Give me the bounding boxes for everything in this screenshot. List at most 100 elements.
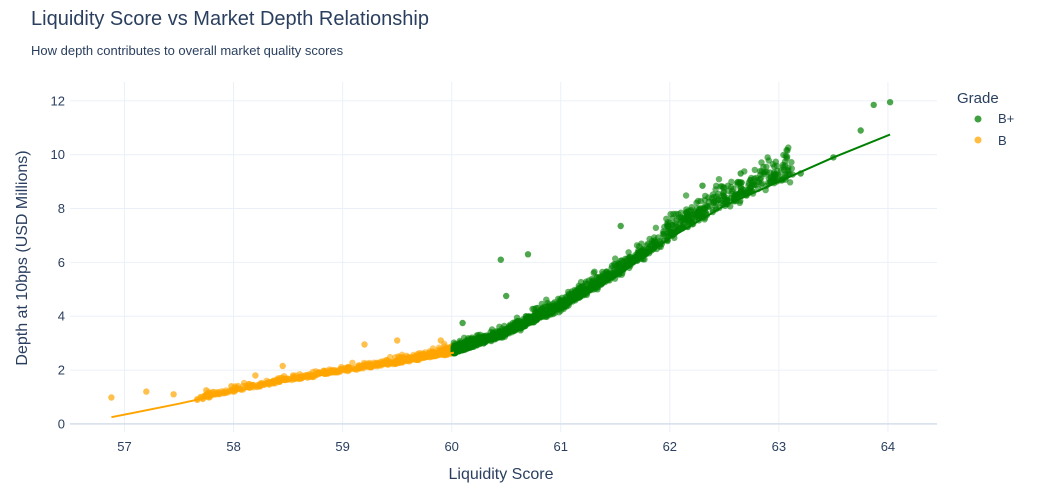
data-point	[468, 334, 476, 341]
tick-labels: 57 58 59 60 61 62 63 64 0 2 4 6 8 10 12	[51, 93, 896, 454]
data-point	[728, 178, 735, 185]
data-point	[453, 342, 460, 349]
data-point	[702, 192, 709, 200]
data-point	[580, 287, 588, 294]
data-point	[394, 337, 401, 344]
data-point	[774, 167, 781, 175]
data-point	[278, 374, 286, 381]
data-point	[767, 174, 775, 181]
data-point	[764, 179, 772, 187]
legend: Grade B+ B	[957, 90, 1014, 148]
data-point	[788, 159, 795, 166]
data-point	[686, 217, 693, 225]
data-point	[524, 251, 532, 258]
data-point	[437, 337, 444, 344]
x-tick-label: 62	[663, 439, 677, 454]
y-tick-label: 6	[58, 255, 65, 270]
data-point	[857, 127, 864, 134]
data-point	[143, 388, 150, 395]
chart-title: Liquidity Score vs Market Depth Relation…	[31, 8, 429, 30]
data-point	[560, 298, 567, 305]
legend-item-b[interactable]: B	[974, 133, 1007, 148]
data-point	[270, 377, 278, 384]
data-point	[410, 351, 417, 359]
data-point	[543, 296, 550, 303]
y-tick-label: 12	[51, 93, 65, 108]
data-point	[601, 275, 608, 282]
x-tick-label: 64	[881, 439, 895, 454]
grid-lines	[70, 82, 937, 432]
data-point	[349, 359, 356, 366]
data-point	[764, 154, 771, 161]
data-point	[612, 255, 619, 262]
data-point	[727, 194, 735, 202]
data-point	[625, 249, 632, 256]
data-point	[710, 199, 718, 207]
data-point	[635, 243, 643, 250]
data-point	[786, 179, 794, 186]
data-point	[626, 254, 633, 261]
data-point	[680, 221, 687, 228]
data-point	[751, 166, 758, 174]
legend-label-b-plus: B+	[998, 111, 1014, 126]
data-point	[366, 359, 373, 367]
data-point	[279, 362, 286, 370]
x-tick-label: 63	[772, 439, 786, 454]
data-point	[705, 198, 713, 205]
data-point	[669, 221, 676, 229]
x-axis-title: Liquidity Score	[449, 466, 554, 483]
data-points	[108, 99, 894, 404]
data-point	[693, 199, 700, 206]
data-point	[541, 303, 548, 310]
data-point	[252, 372, 259, 379]
x-tick-label: 59	[335, 439, 349, 454]
data-point	[633, 253, 640, 260]
y-tick-label: 4	[58, 309, 65, 324]
data-point	[682, 192, 690, 199]
data-point	[170, 391, 177, 398]
trend-line-b	[111, 351, 455, 419]
data-point	[781, 171, 789, 178]
data-point	[659, 230, 667, 238]
data-point	[361, 341, 368, 348]
data-point	[696, 205, 703, 213]
y-tick-label: 0	[58, 416, 65, 431]
trend-lines	[111, 133, 891, 419]
data-point	[694, 211, 702, 218]
y-tick-label: 2	[58, 363, 65, 378]
x-tick-label: 58	[226, 439, 240, 454]
data-point	[382, 357, 390, 364]
data-point	[590, 269, 597, 277]
legend-item-b-plus[interactable]: B+	[974, 111, 1015, 126]
x-tick-label: 57	[117, 439, 131, 454]
legend-label-b: B	[998, 133, 1007, 148]
data-point	[530, 315, 537, 322]
data-point	[503, 292, 510, 300]
data-point	[535, 309, 542, 316]
data-point	[651, 237, 659, 244]
y-tick-label: 10	[51, 147, 65, 162]
data-point	[683, 209, 690, 216]
data-point	[736, 199, 743, 206]
data-point	[677, 209, 685, 216]
data-point	[734, 179, 741, 186]
data-point	[664, 223, 671, 230]
data-point	[747, 187, 754, 195]
data-point	[203, 387, 210, 394]
trend-line-b-plus	[453, 133, 891, 354]
data-point	[652, 224, 660, 231]
y-tick-label: 8	[58, 201, 65, 216]
data-point	[565, 291, 572, 298]
x-tick-label: 61	[554, 439, 568, 454]
data-point	[737, 170, 744, 177]
data-point	[497, 256, 504, 263]
series-b-plus-points	[450, 99, 894, 357]
legend-title: Grade	[957, 90, 999, 107]
data-point	[754, 176, 761, 184]
data-point	[228, 383, 235, 390]
data-point	[459, 319, 466, 327]
data-point	[713, 193, 720, 200]
legend-marker-b-plus	[974, 115, 982, 123]
data-point	[762, 169, 769, 176]
